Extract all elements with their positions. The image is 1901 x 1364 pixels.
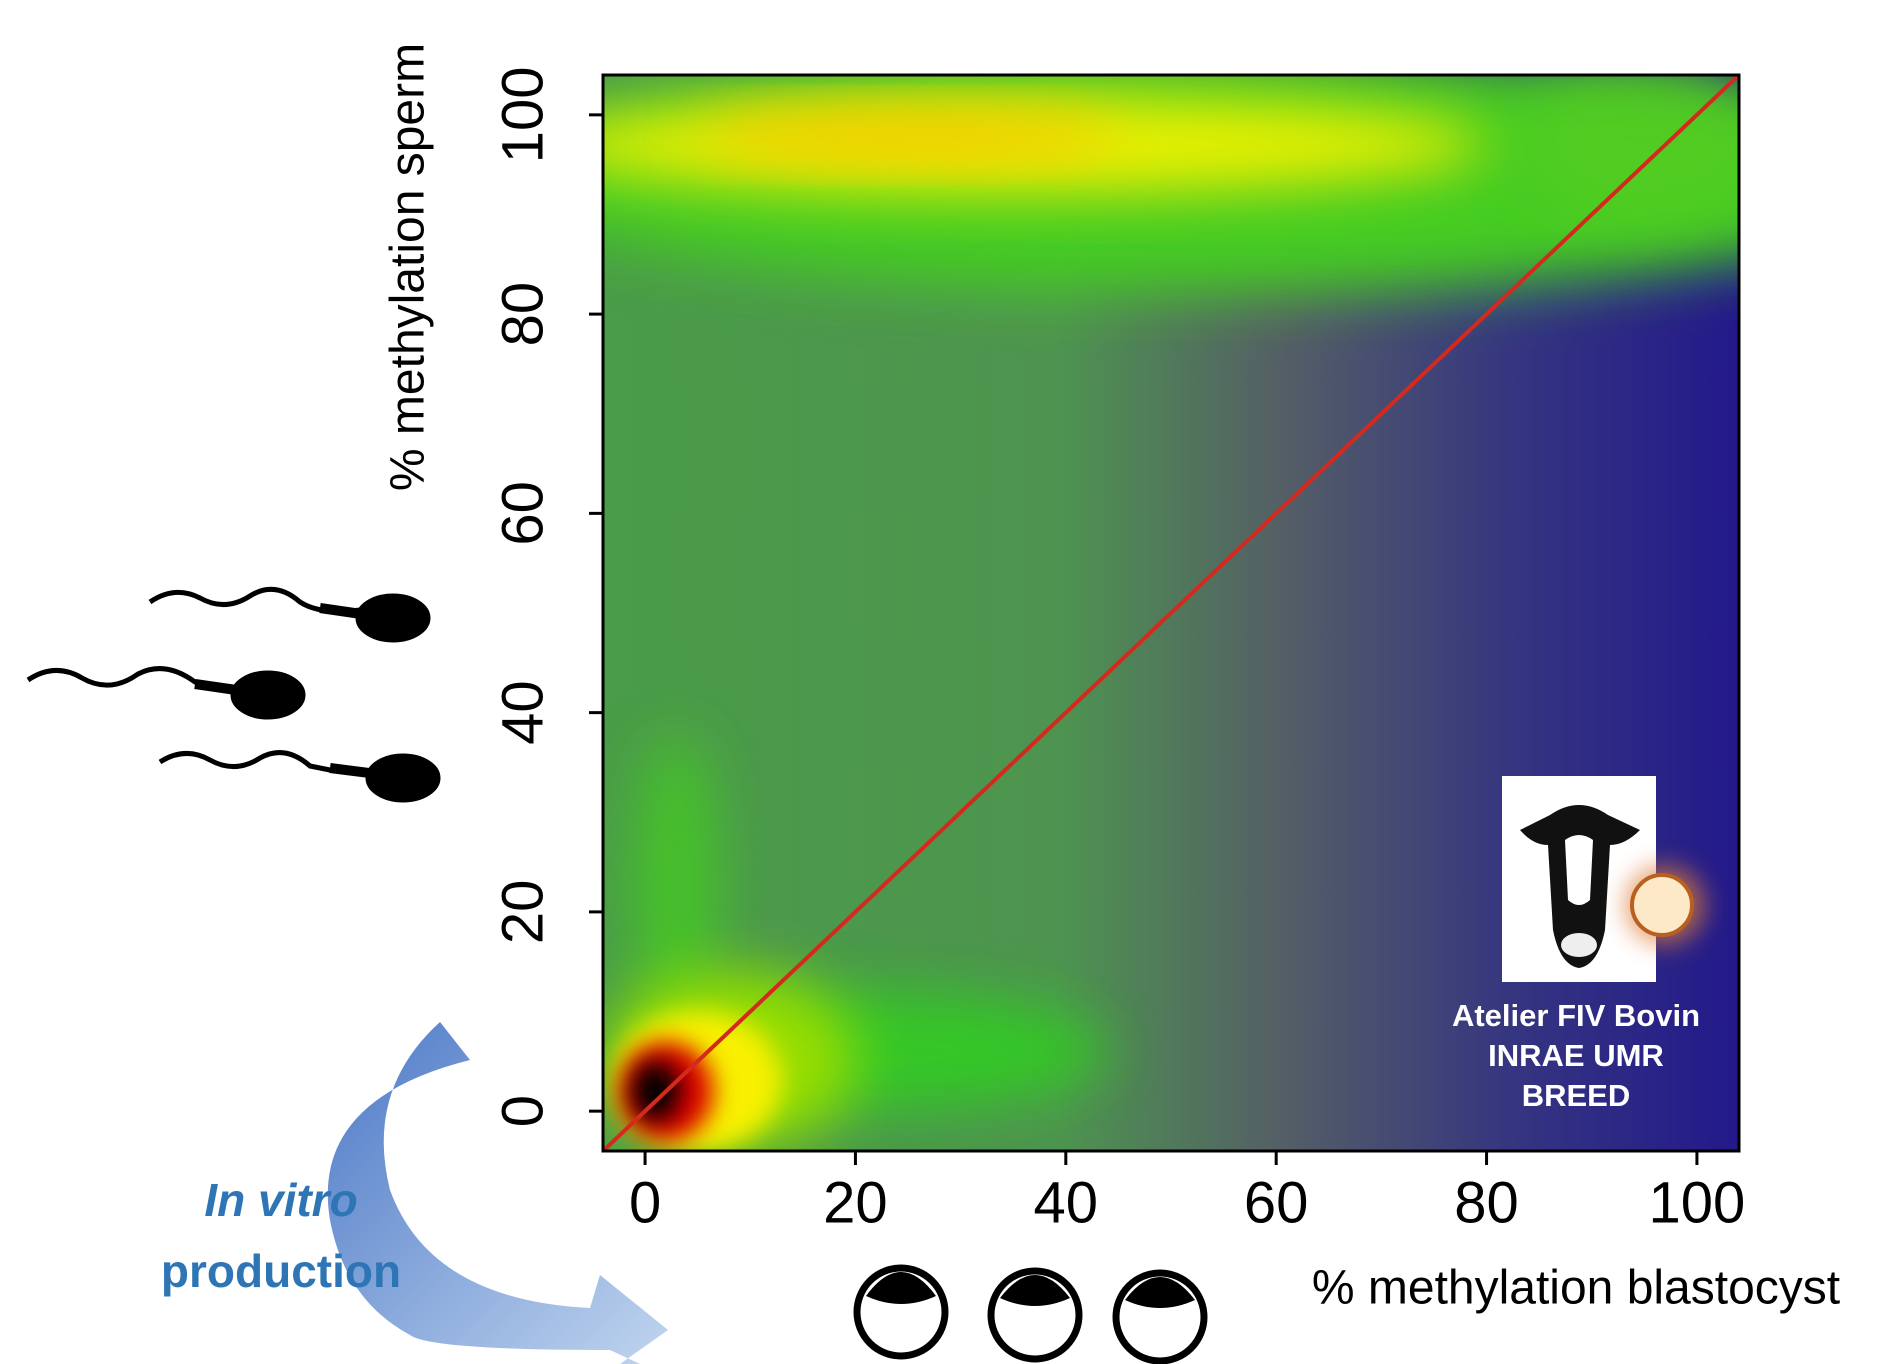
chart: 0 20 40 60 80 100 0 20 40 60 80 100 % methylation b… bbox=[0, 0, 1901, 1364]
annotation: production bbox=[161, 1245, 401, 1297]
y-tick-label: 100 bbox=[490, 66, 555, 163]
y-tick-label: 20 bbox=[490, 880, 555, 945]
embryo-icons bbox=[857, 1268, 1204, 1361]
x-tick-label: 80 bbox=[1454, 1170, 1519, 1235]
logo-text: INRAE UMR bbox=[1488, 1038, 1664, 1073]
x-tick-label: 60 bbox=[1244, 1170, 1309, 1235]
y-tick-label: 60 bbox=[490, 481, 555, 546]
logo-text: BREED bbox=[1522, 1078, 1631, 1113]
annotation: In vitro bbox=[204, 1174, 357, 1226]
x-axis-label: % methylation blastocyst bbox=[1312, 1262, 1840, 1315]
x-tick-label: 0 bbox=[629, 1170, 661, 1235]
x-tick-label: 100 bbox=[1649, 1170, 1746, 1235]
x-tick-label: 20 bbox=[823, 1170, 888, 1235]
y-tick-label: 80 bbox=[490, 282, 555, 347]
density-blob bbox=[1518, 65, 1770, 224]
density-blob bbox=[698, 110, 1119, 160]
y-tick-label: 40 bbox=[490, 680, 555, 745]
y-tick-label: 0 bbox=[490, 1095, 555, 1127]
density-field bbox=[487, 55, 1901, 1151]
sperm-icons bbox=[28, 589, 440, 802]
x-tick-label: 40 bbox=[1034, 1170, 1099, 1235]
density-blob bbox=[631, 1061, 679, 1121]
logo-text: Atelier FIV Bovin bbox=[1452, 998, 1700, 1033]
y-axis-label: % methylation sperm bbox=[382, 43, 435, 491]
